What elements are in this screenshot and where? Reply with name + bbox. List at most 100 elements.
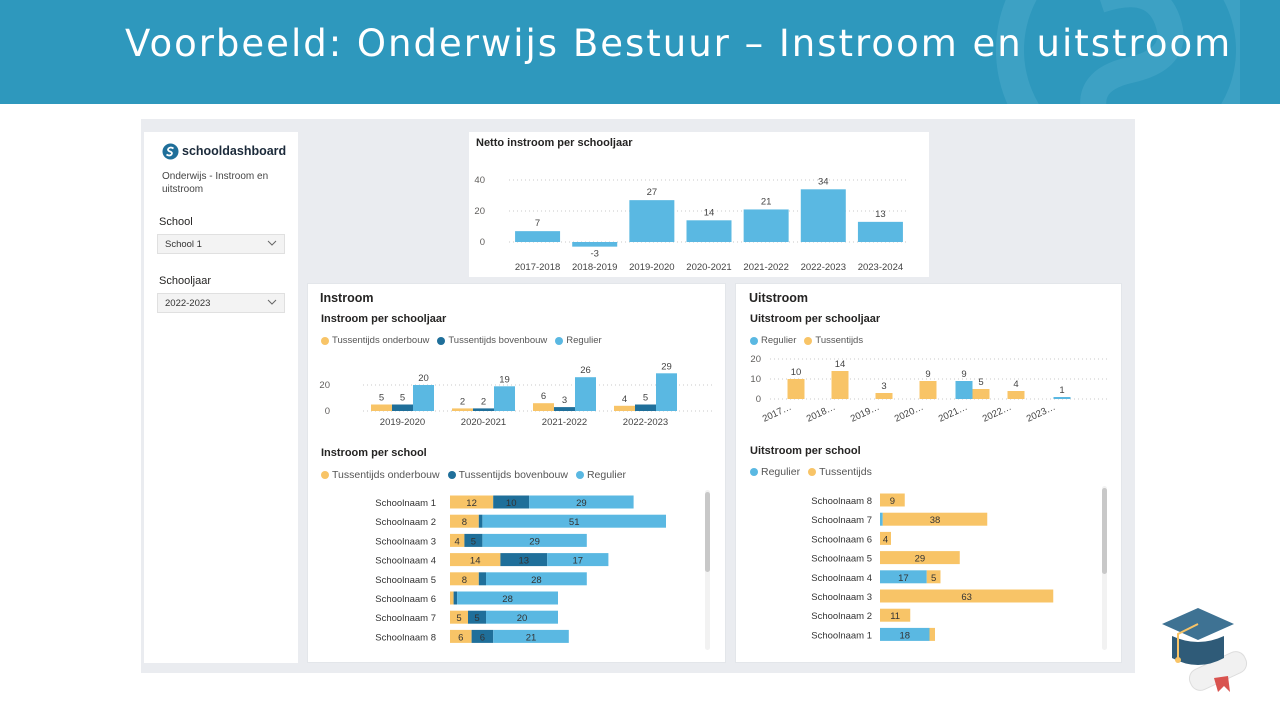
- data-label: 8: [462, 517, 467, 528]
- bar-segment: [880, 493, 905, 507]
- scrollbar-thumb[interactable]: [705, 492, 710, 572]
- category-label: Schoolnaam 1: [375, 498, 436, 509]
- category-label: Schoolnaam 8: [811, 496, 872, 507]
- data-label: 2: [460, 396, 465, 407]
- data-label: 28: [502, 594, 513, 605]
- bar: [371, 404, 392, 411]
- category-label: Schoolnaam 5: [375, 575, 436, 586]
- netto-bar-chart: 40 20 0 7 2017-2018 -3 2018-2019 27 2019-2020 14 2…: [474, 175, 909, 273]
- data-label: 14: [704, 207, 715, 218]
- instroom-school-legend: Tussentijds onderbouw Tussentijds bovenb…: [321, 469, 626, 481]
- x-tick-label: 2020…: [893, 402, 925, 425]
- chevron-down-icon: [267, 299, 277, 305]
- bar: [919, 381, 937, 399]
- page-title: Voorbeeld: Onderwijs Bestuur – Instroom …: [125, 22, 1233, 65]
- bar: [494, 386, 515, 411]
- data-label: 4: [622, 394, 627, 405]
- data-label: 11: [890, 611, 900, 622]
- legend-item: Tussentijds bovenbouw: [447, 469, 568, 481]
- bar: [452, 408, 473, 411]
- bar: [787, 379, 805, 399]
- year-dropdown-value: 2022-2023: [165, 298, 211, 309]
- schooldashboard-logo-icon: [162, 143, 179, 160]
- graduation-cap-icon: [1162, 608, 1248, 692]
- instroom-year-chart: 20 0 5 5 20 2019-2020 2 2 19 2020-2021 6 3 26 2021-20…: [319, 361, 713, 428]
- bar-segment: [880, 512, 883, 526]
- data-label: 13: [519, 556, 530, 567]
- data-label: 27: [647, 187, 658, 198]
- data-label: 4: [455, 536, 460, 547]
- bar-segment: [500, 553, 548, 567]
- legend-dot: [555, 336, 564, 345]
- x-tick-label: 2017-2018: [515, 262, 560, 273]
- data-label: 3: [562, 395, 567, 406]
- scrollbar-thumb[interactable]: [1102, 488, 1107, 574]
- data-label: 20: [517, 613, 528, 624]
- data-label: 13: [875, 209, 886, 220]
- y-tick-label: 0: [480, 237, 485, 248]
- school-dropdown[interactable]: School 1: [157, 234, 285, 254]
- data-label: 8: [462, 575, 467, 586]
- x-tick-label: 2020-2021: [686, 262, 731, 273]
- data-label: 17: [898, 573, 909, 584]
- bar-segment: [450, 629, 472, 643]
- data-label: 51: [569, 517, 580, 528]
- legend-dot: [804, 336, 813, 345]
- y-tick-label: 0: [756, 394, 761, 405]
- instroom-year-legend: Tussentijds onderbouw Tussentijds bovenb…: [321, 335, 602, 346]
- category-label: Schoolnaam 6: [375, 594, 436, 605]
- data-label: 6: [480, 632, 485, 643]
- x-tick-label: 2021-2022: [743, 262, 788, 273]
- x-tick-label: 2022-2023: [801, 262, 846, 273]
- data-label: 5: [978, 377, 983, 388]
- legend-dot: [575, 471, 584, 479]
- uitstroom-school-legend: Regulier Tussentijds: [750, 466, 872, 478]
- data-label: 18: [899, 630, 910, 641]
- x-tick-label: 2022…: [981, 402, 1013, 425]
- bar: [1007, 391, 1025, 399]
- bar-segment: [880, 570, 927, 584]
- legend-dot: [437, 336, 446, 345]
- bar-segment: [493, 629, 569, 643]
- data-label: 12: [466, 498, 477, 509]
- bar-segment: [457, 591, 558, 605]
- y-tick-label: 10: [750, 374, 761, 385]
- chevron-down-icon: [267, 240, 277, 246]
- data-label: 14: [470, 556, 481, 567]
- category-label: Schoolnaam 4: [811, 573, 872, 584]
- bar-segment: [880, 627, 930, 641]
- x-tick-label: 2018-2019: [572, 262, 617, 273]
- bar: [800, 189, 846, 242]
- bar-segment: [880, 608, 911, 622]
- legend-dot: [750, 336, 758, 345]
- legend-item: Tussentijds: [804, 335, 863, 346]
- bar: [629, 200, 675, 242]
- logo-text: schooldashboard: [182, 144, 287, 158]
- data-label: 6: [541, 391, 546, 402]
- y-tick-label: 20: [474, 206, 485, 217]
- legend-item: Tussentijds bovenbouw: [437, 335, 547, 346]
- legend-item: Regulier: [555, 335, 602, 346]
- x-tick-label: 2020-2021: [461, 417, 506, 428]
- year-dropdown[interactable]: 2022-2023: [157, 293, 285, 313]
- bar: [686, 220, 732, 242]
- bar: [575, 377, 596, 411]
- bar-segment: [493, 495, 530, 509]
- instroom-year-title: Instroom per schooljaar: [321, 313, 447, 325]
- data-label: 26: [580, 365, 591, 376]
- instroom-school-title: Instroom per school: [321, 447, 427, 459]
- data-label: 6: [458, 632, 463, 643]
- data-label: 17: [573, 556, 584, 567]
- legend-dot: [750, 468, 758, 476]
- category-label: Schoolnaam 3: [375, 536, 436, 547]
- bar: [955, 381, 973, 399]
- data-label: 9: [890, 496, 895, 507]
- uitstroom-year-legend: Regulier Tussentijds: [750, 335, 863, 346]
- school-dropdown-value: School 1: [165, 239, 202, 250]
- bar: [1053, 397, 1071, 399]
- bar: [743, 209, 789, 242]
- y-tick-label: 40: [474, 175, 485, 186]
- bar-segment: [450, 533, 465, 547]
- bar: [515, 231, 561, 242]
